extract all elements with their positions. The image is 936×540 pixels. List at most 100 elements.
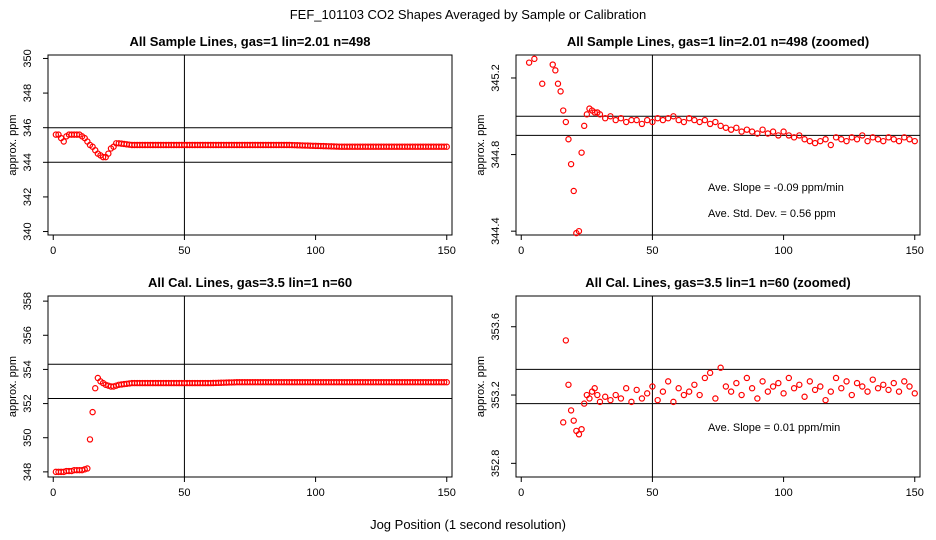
x-tick-label: 100 [774,245,792,257]
data-point [562,118,570,126]
data-point [557,88,564,95]
data-points [52,374,450,476]
data-point [594,391,601,399]
data-point [817,137,824,145]
data-point [649,118,656,126]
data-point [801,136,808,143]
data-point [581,400,588,407]
data-point [722,383,730,390]
data-point [701,374,709,382]
data-point [654,396,661,404]
data-points [560,337,918,438]
y-tick-label: 353.2 [490,381,502,409]
data-point [607,113,614,120]
data-point [911,390,918,397]
data-point [617,114,625,122]
y-tick-label: 344.8 [490,141,502,169]
data-point [769,383,777,390]
plot-frame [515,295,921,478]
data-point [864,388,871,395]
data-point [560,107,567,114]
x-tick-label: 50 [178,487,190,499]
data-point [911,137,918,145]
data-point [890,136,897,143]
data-point [649,383,656,390]
plot-frame [47,295,453,478]
chart-panel-4: All Cal. Lines, gas=3.5 lin=1 n=60 (zoom… [475,275,924,499]
chart-panel-3: All Cal. Lines, gas=3.5 lin=1 n=60 0 50 100… [7,275,456,499]
data-point [552,67,559,74]
data-point [659,388,667,395]
y-tick-label: 348 [22,84,34,102]
data-point [643,116,651,124]
data-point [775,379,782,387]
data-point [874,385,882,392]
data-point [853,379,861,387]
data-point [743,126,751,133]
data-point [811,386,819,394]
y-axis-label: approx. ppm [475,114,487,175]
data-point [581,122,588,130]
data-point [717,122,724,130]
data-point [885,134,892,141]
y-tick-label: 350 [22,429,34,447]
data-point [675,385,682,392]
data-point [790,134,798,141]
data-point [906,383,913,390]
y-axis-label: approx. ppm [7,114,19,175]
data-point [701,116,709,124]
y-tick-label: 344.4 [490,217,502,245]
x-tick-label: 150 [906,487,924,499]
data-point [880,381,887,388]
data-point [570,187,577,195]
data-point [60,138,67,145]
data-point [859,383,866,390]
x-tick-label: 100 [306,245,324,257]
data-point [633,116,640,124]
data-point [578,425,585,433]
data-point [738,128,745,135]
y-tick-label: 348 [22,463,34,481]
data-point [727,126,735,133]
data-point [827,388,835,395]
data-point [612,116,619,124]
data-point [864,137,871,145]
data-point [738,391,745,399]
plot-frame [47,54,453,236]
data-point [895,388,903,395]
data-point [733,379,740,387]
data-point [780,128,787,135]
y-tick-label: 352.8 [490,450,502,478]
data-point [796,381,803,388]
y-tick-label: 358 [22,292,34,310]
data-point [664,378,672,385]
data-point [822,396,829,404]
y-tick-label: 352 [22,394,34,412]
data-point [759,378,766,385]
data-point [890,379,897,387]
x-tick-label: 100 [306,487,324,499]
data-point [52,131,60,138]
chart-title: All Cal. Lines, gas=3.5 lin=1 n=60 [148,275,352,290]
data-point [628,116,635,124]
x-tick-label: 50 [646,487,658,499]
chart-title: All Cal. Lines, gas=3.5 lin=1 n=60 (zoom… [585,275,851,290]
data-point [780,390,787,397]
data-point [885,386,892,394]
data-point [612,391,619,399]
data-point [565,381,572,388]
data-point [105,150,112,157]
data-point [843,378,850,385]
data-point [901,134,908,141]
plot-frame [515,54,921,236]
data-point [764,130,772,137]
y-tick-label: 353.6 [490,313,502,341]
y-tick-label: 354 [22,360,34,378]
data-point [443,379,450,386]
data-point [811,139,819,147]
chart-panels: All Sample Lines, gas=1 lin=2.01 n=498 0 5… [7,34,924,499]
data-point [680,118,688,126]
y-axis-label: approx. ppm [7,356,19,417]
data-point [622,385,630,392]
